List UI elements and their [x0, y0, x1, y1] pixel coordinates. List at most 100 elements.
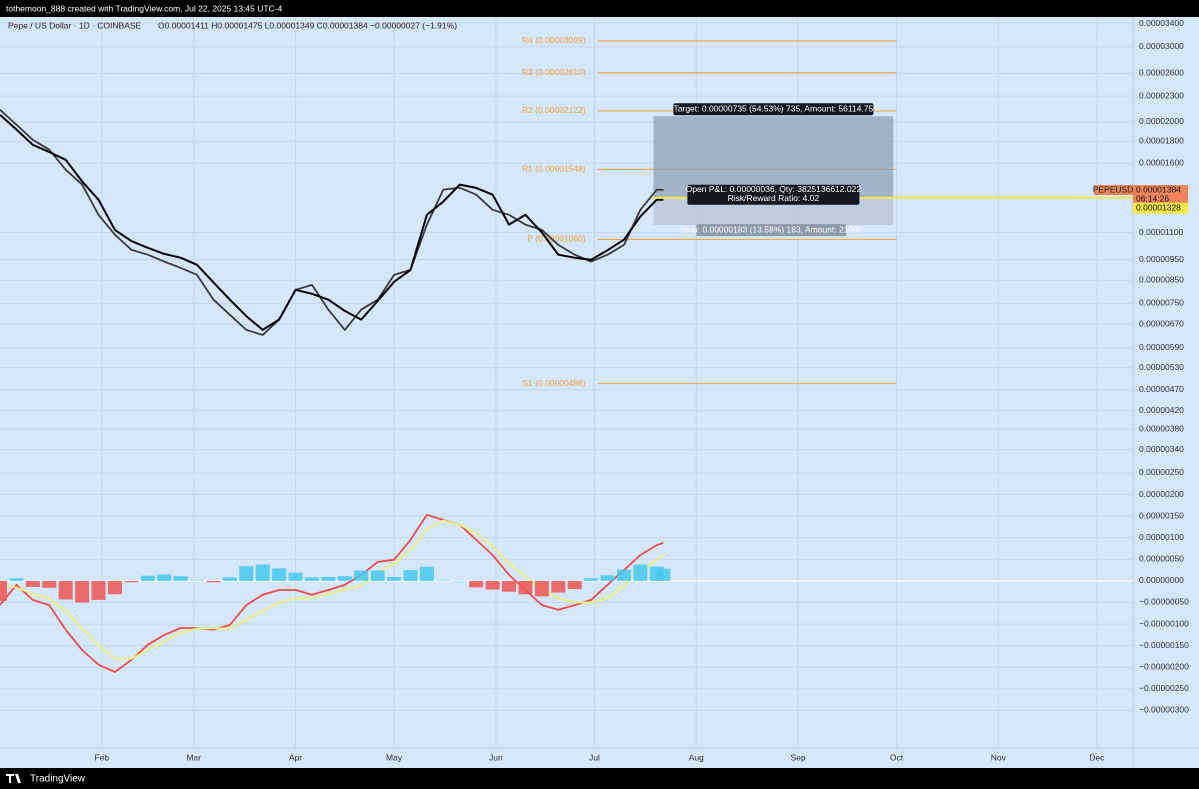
last-price-label: 0.00001384 [1136, 184, 1181, 194]
indicator-line [0, 513, 664, 673]
histogram-bar [387, 577, 402, 581]
y-tick-label: 0.00000750 [1139, 298, 1184, 308]
y2-tick-label: −0.00000200 [1139, 662, 1189, 672]
histogram-bar [58, 580, 73, 600]
x-tick-label: Aug [689, 752, 704, 762]
target-label: Target: 0.00000735 (54.53%) 735, Amount:… [674, 103, 874, 113]
histogram-bar [0, 580, 7, 601]
pivot-label: R2 (0.00002122) [522, 105, 586, 115]
x-tick-label: Apr [289, 752, 302, 762]
y2-tick-label: 0.00000050 [1139, 554, 1184, 564]
histogram-bar [222, 577, 237, 581]
histogram-bar [173, 576, 188, 581]
y2-tick-label: −0.00000150 [1139, 640, 1189, 650]
y2-tick-label: 0.00000250 [1139, 467, 1184, 477]
histogram-bar [485, 580, 500, 590]
target-label-box [673, 103, 874, 116]
histogram-bar [502, 580, 517, 592]
histogram-bar [551, 580, 566, 593]
y-tick-label: 0.00000420 [1139, 405, 1184, 415]
histogram-bar [42, 580, 57, 588]
histogram-bar [304, 577, 319, 581]
pivot-label: R4 (0.00003099) [522, 35, 586, 45]
histogram-bar [124, 580, 139, 583]
histogram-bar [469, 580, 484, 588]
logo [6, 774, 21, 783]
histogram-bar [91, 580, 106, 600]
histogram-bar [25, 580, 40, 587]
chart-title: Pepe / US Dollar · 1D · COINBASE [8, 20, 142, 30]
y2-tick-label: 0.00000200 [1139, 489, 1184, 499]
y2-tick-label: −0.00000050 [1139, 597, 1189, 607]
histogram-bar [321, 577, 336, 581]
histogram-bar [272, 568, 287, 581]
histogram-bar [354, 570, 369, 581]
y-tick-label: 0.00000670 [1139, 318, 1184, 328]
x-tick-label: Dec [1089, 752, 1105, 762]
histogram-bar [140, 575, 155, 581]
pivot-label: S1 (0.00000486) [522, 378, 585, 388]
pnl-label: Open P&L: 0.00000036, Qty: 3825136612.02… [686, 184, 862, 194]
plot-background [0, 17, 1199, 768]
y-tick-label: 0.00000850 [1139, 274, 1184, 284]
stop-label-box [696, 224, 847, 237]
pnl-label-box [687, 184, 860, 205]
histogram-bar [75, 580, 90, 603]
y-tick-label: 0.00000340 [1139, 444, 1184, 454]
symbol-tag-label: PEPEUSD [1093, 184, 1134, 194]
histogram-bar [567, 580, 582, 590]
y-tick-label: 0.00000470 [1139, 384, 1184, 394]
histogram-bar [107, 580, 122, 595]
y-tick-label: 0.00000590 [1139, 342, 1184, 352]
last-price-tag [1133, 185, 1188, 205]
histogram-bar [616, 569, 631, 581]
chart-layer: Feb Mar Apr May Jun Jul Aug Sep Oct Nov Dec 0.00003… [0, 17, 1189, 762]
y-tick-label: 0.00003400 [1139, 18, 1184, 28]
y2-tick-label: 0.00000150 [1139, 510, 1184, 520]
x-tick-label: Jul [589, 752, 600, 762]
histogram-bar [518, 580, 533, 595]
y-tick-label: 0.00003000 [1139, 41, 1184, 51]
brand: TradingView [30, 774, 86, 785]
y2-tick-label: 0.00000000 [1139, 575, 1184, 585]
y-tick-label: 0.00002300 [1139, 90, 1184, 100]
x-tick-label: Sep [790, 752, 805, 762]
y-tick-label: 0.00001800 [1139, 136, 1184, 146]
histogram-bar [206, 580, 221, 583]
y-tick-label: 0.00000530 [1139, 362, 1184, 372]
y2-tick-label: −0.00000300 [1139, 705, 1189, 715]
histogram-bar [239, 566, 254, 581]
x-tick-label: Mar [186, 752, 201, 762]
histogram-bar [419, 566, 434, 581]
y-tick-label: 0.00001600 [1139, 157, 1184, 167]
symbol-tag [1094, 185, 1133, 196]
x-tick-label: Feb [94, 752, 109, 762]
stop-label: Stop: 0.00000183 (13.58%) 183, Amount: 2… [680, 224, 863, 234]
histogram-bar [656, 568, 671, 581]
countdown-label: 06:14:26 [1136, 193, 1169, 203]
histogram-bar [337, 576, 352, 581]
histogram-bar [452, 580, 467, 582]
histogram-bar [534, 580, 549, 597]
pivot-label: R1 (0.00001548) [522, 164, 586, 174]
histogram-bar [157, 574, 172, 581]
x-tick-label: Nov [991, 752, 1007, 762]
y-tick-label: 0.00000950 [1139, 254, 1184, 264]
histogram-bar [403, 570, 418, 581]
histogram-bar [288, 572, 303, 581]
pivot-label: R3 (0.00002610) [522, 67, 586, 77]
y-tick-label: 0.00001100 [1139, 227, 1184, 237]
entry-tag-label: 0.00001328 [1136, 202, 1181, 212]
x-tick-label: May [386, 752, 403, 762]
author-line: tothemoon_888 created with TradingView.c… [6, 3, 283, 13]
ohlc-legend: O0.00001411 H0.00001475 L0.00001349 C0.0… [158, 20, 457, 30]
y-tick-label: 0.00002600 [1139, 68, 1184, 78]
rr-label: Risk/Reward Ratio: 4.02 [728, 193, 820, 203]
y2-tick-label: −0.00000250 [1139, 683, 1189, 693]
histogram-bar [255, 564, 270, 581]
y2-tick-label: −0.00000100 [1139, 618, 1189, 628]
x-tick-label: Oct [890, 752, 904, 762]
y-tick-label: 0.00002000 [1139, 116, 1184, 126]
x-tick-label: Jun [489, 752, 503, 762]
